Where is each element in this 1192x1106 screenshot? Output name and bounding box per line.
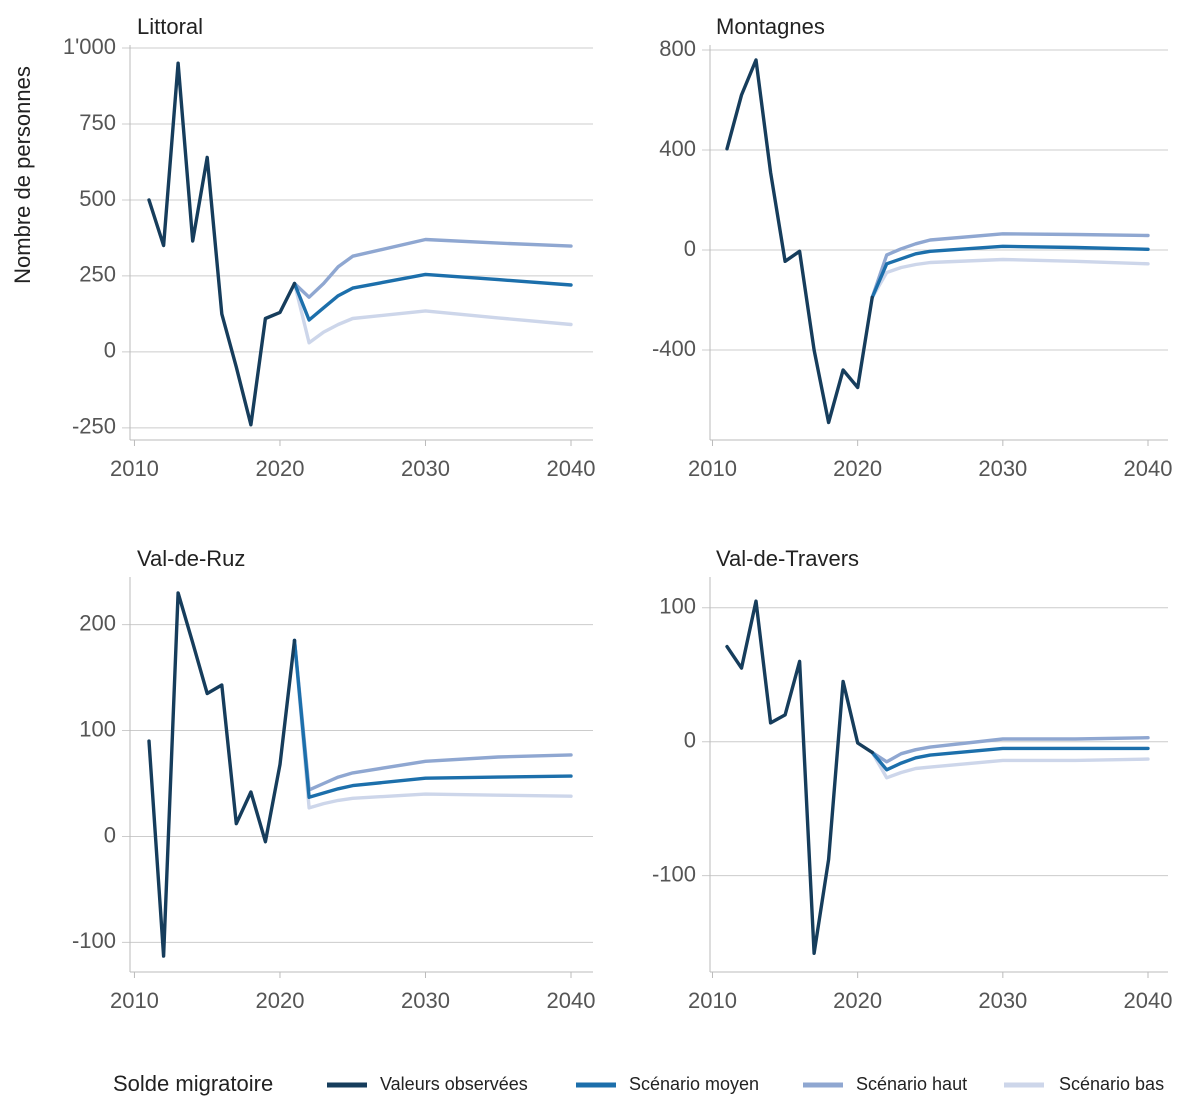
y-tick-label: 250	[79, 262, 116, 287]
y-tick-label: -250	[72, 414, 116, 439]
legend-label: Valeurs observées	[380, 1074, 528, 1094]
x-tick-label: 2030	[978, 988, 1027, 1013]
series-line-scenario-moyen	[870, 244, 1150, 300]
y-tick-label: 100	[79, 716, 116, 741]
series-line-scenario-bas	[870, 257, 1150, 300]
y-tick-label: 500	[79, 186, 116, 211]
panel-montagnes: Montagnes -400 0 400 800 2010 2020 2030 2040	[652, 14, 1173, 481]
series-line-scenario-moyen	[870, 746, 1150, 772]
x-tick-label: 2030	[978, 456, 1027, 481]
series-line-scenario-moyen	[292, 272, 573, 322]
series-line-scenario-moyen	[292, 638, 573, 799]
x-tick-label: 2040	[1124, 988, 1173, 1013]
y-tick-label: 100	[659, 594, 696, 619]
series-line-scenario-haut	[870, 232, 1150, 300]
y-tick-label: 0	[104, 822, 116, 847]
x-tick-label: 2030	[401, 988, 450, 1013]
series-line-scenario-bas	[292, 638, 573, 810]
legend: Solde migratoire Valeurs observées Scénari…	[113, 1071, 1164, 1096]
y-tick-label: -400	[652, 336, 696, 361]
y-tick-label: -100	[652, 861, 696, 886]
x-tick-label: 2040	[547, 988, 596, 1013]
legend-label: Scénario moyen	[629, 1074, 759, 1094]
legend-label: Scénario bas	[1059, 1074, 1164, 1094]
panel-title: Montagnes	[716, 14, 825, 39]
y-tick-label: 1'000	[63, 34, 116, 59]
x-tick-label: 2020	[255, 988, 304, 1013]
x-tick-label: 2010	[110, 456, 159, 481]
series-line-valeurs-observees	[147, 591, 297, 958]
y-tick-label: 750	[79, 110, 116, 135]
y-tick-label: 0	[684, 236, 696, 261]
x-tick-label: 2040	[547, 456, 596, 481]
x-tick-label: 2030	[401, 456, 450, 481]
panel-val-de-travers: Val-de-Travers -100 0 100 2010 2020 2030 2040	[652, 546, 1173, 1013]
y-axis-label: Nombre de personnes	[10, 66, 35, 284]
x-tick-label: 2010	[110, 988, 159, 1013]
series-line-scenario-haut	[292, 237, 573, 299]
y-tick-label: 400	[659, 136, 696, 161]
x-tick-label: 2020	[255, 456, 304, 481]
series-line-scenario-haut	[870, 736, 1150, 764]
legend-label: Scénario haut	[856, 1074, 967, 1094]
panel-title: Val-de-Ruz	[137, 546, 245, 571]
y-tick-label: 800	[659, 36, 696, 61]
y-tick-label: 200	[79, 610, 116, 635]
series-line-scenario-bas	[870, 750, 1150, 780]
panel-val-de-ruz: Val-de-Ruz -100 0 100 200 2010 2020 2030 2040	[72, 546, 596, 1013]
x-tick-label: 2040	[1124, 456, 1173, 481]
series-line-valeurs-observees	[725, 58, 874, 425]
x-tick-label: 2010	[688, 456, 737, 481]
legend-title: Solde migratoire	[113, 1071, 273, 1096]
panel-title: Littoral	[137, 14, 203, 39]
series-line-valeurs-observees	[147, 61, 297, 427]
panel-littoral: Littoral -250 0 250 500 750 1'000 2010 2020 2030 2…	[10, 14, 596, 481]
y-tick-label: -100	[72, 928, 116, 953]
y-tick-label: 0	[104, 338, 116, 363]
x-tick-label: 2020	[833, 456, 882, 481]
x-tick-label: 2020	[833, 988, 882, 1013]
series-line-scenario-haut	[292, 638, 573, 792]
series-line-valeurs-observees	[725, 599, 874, 955]
y-tick-label: 0	[684, 728, 696, 753]
x-tick-label: 2010	[688, 988, 737, 1013]
panel-title: Val-de-Travers	[716, 546, 859, 571]
series-line-scenario-bas	[292, 281, 573, 345]
